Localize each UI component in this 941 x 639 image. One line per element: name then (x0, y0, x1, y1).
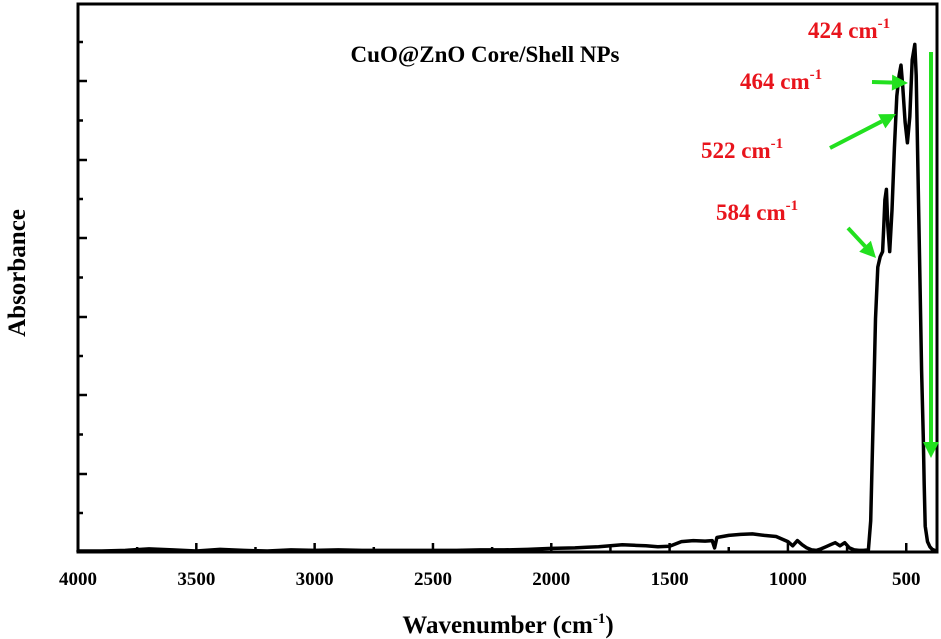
x-tick-label: 3000 (296, 569, 334, 590)
peak-label-sup: -1 (810, 67, 823, 83)
y-axis-title: Absorbance (4, 209, 31, 337)
annotation-arrow-shaft (846, 226, 867, 248)
peak-label-main: 464 cm (740, 69, 810, 94)
annotation-arrow-head (891, 74, 908, 91)
x-tick-label: 1000 (769, 569, 807, 590)
annotation-arrow-shaft (829, 119, 883, 150)
ticks: 4000 3500 3000 2500 2000 1500 1000 500 (59, 40, 921, 590)
x-axis-title-sup: -1 (593, 611, 606, 627)
x-tick-label: 1500 (651, 569, 689, 590)
peak-label-main: 424 cm (808, 18, 878, 43)
peak-label-main: 584 cm (716, 200, 786, 225)
spectrum-line (76, 42, 937, 553)
x-axis-title-main: Wavenumber (cm (402, 612, 593, 639)
series (76, 42, 937, 553)
peak-label-sup: -1 (878, 16, 891, 32)
annotation-arrow-head (923, 442, 939, 458)
x-axis-title: Wavenumber (cm-1) (402, 611, 613, 639)
peak-label-main: 522 cm (701, 138, 771, 163)
x-axis-title-close: ) (605, 612, 613, 639)
peak-label-sup: -1 (771, 136, 784, 152)
annotation-arrow-head (859, 240, 876, 258)
x-tick-label: 4000 (59, 569, 97, 590)
x-tick-label: 2500 (414, 569, 452, 590)
x-tick-label: 2000 (532, 569, 570, 590)
peak-label-sup: -1 (786, 198, 799, 214)
peak-label: 584 cm-1 (716, 198, 798, 225)
annotation-arrow-shaft (871, 80, 893, 85)
annotation-arrows (829, 52, 939, 458)
x-tick-label: 3500 (177, 569, 215, 590)
peak-label: 464 cm-1 (740, 67, 822, 94)
chart-title: CuO@ZnO Core/Shell NPs (351, 42, 620, 68)
x-tick-label: 500 (892, 569, 921, 590)
peak-label: 424 cm-1 (808, 16, 890, 43)
annotation-arrow-head (878, 114, 896, 129)
peak-label: 522 cm-1 (701, 136, 783, 163)
